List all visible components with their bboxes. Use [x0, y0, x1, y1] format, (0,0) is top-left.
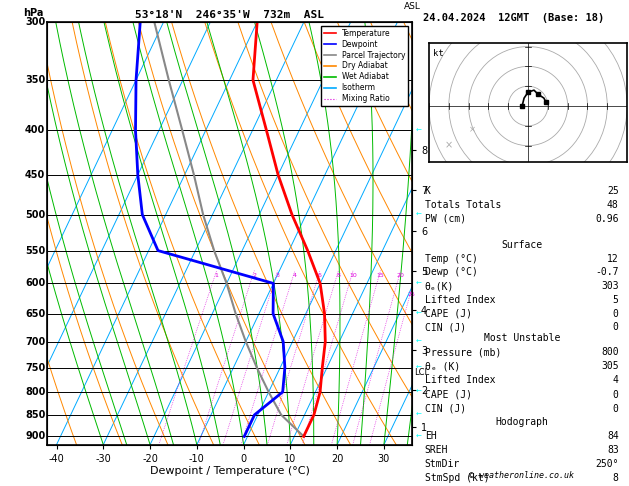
Text: EH: EH — [425, 431, 437, 441]
Text: 400: 400 — [25, 125, 45, 136]
Text: 850: 850 — [25, 410, 45, 420]
Text: 25: 25 — [408, 292, 415, 297]
Text: ←: ← — [415, 211, 421, 218]
Text: 600: 600 — [25, 278, 45, 288]
Text: SREH: SREH — [425, 445, 448, 455]
Text: 350: 350 — [25, 75, 45, 85]
Text: θₑ(K): θₑ(K) — [425, 281, 454, 291]
Text: ×: × — [445, 140, 453, 151]
Text: θₑ (K): θₑ (K) — [425, 362, 460, 371]
Text: 20: 20 — [397, 273, 404, 278]
Text: 4: 4 — [613, 376, 619, 385]
Text: ←: ← — [415, 412, 421, 418]
Text: 48: 48 — [607, 200, 619, 210]
Text: 12: 12 — [607, 254, 619, 263]
Text: 24.04.2024  12GMT  (Base: 18): 24.04.2024 12GMT (Base: 18) — [423, 13, 604, 23]
Text: 3: 3 — [276, 273, 280, 278]
Text: 6: 6 — [318, 273, 322, 278]
Text: K: K — [425, 186, 431, 196]
Text: -0.7: -0.7 — [595, 267, 619, 278]
Text: 8: 8 — [337, 273, 340, 278]
Text: CIN (J): CIN (J) — [425, 322, 466, 332]
Text: 84: 84 — [607, 431, 619, 441]
Text: Lifted Index: Lifted Index — [425, 295, 495, 305]
Text: 25: 25 — [607, 186, 619, 196]
Text: CAPE (J): CAPE (J) — [425, 390, 472, 399]
Text: 0: 0 — [613, 322, 619, 332]
Text: 0: 0 — [613, 390, 619, 399]
Text: 303: 303 — [601, 281, 619, 291]
Text: PW (cm): PW (cm) — [425, 214, 466, 224]
Text: CIN (J): CIN (J) — [425, 403, 466, 414]
Text: 5: 5 — [613, 295, 619, 305]
Text: LCL: LCL — [414, 368, 429, 377]
Text: ←: ← — [415, 311, 421, 316]
Text: 500: 500 — [25, 209, 45, 220]
Text: 550: 550 — [25, 245, 45, 256]
Title: 53°18'N  246°35'W  732m  ASL: 53°18'N 246°35'W 732m ASL — [135, 10, 324, 20]
Text: kt: kt — [433, 49, 443, 57]
Text: 450: 450 — [25, 170, 45, 180]
Text: 15: 15 — [377, 273, 384, 278]
Text: ←: ← — [415, 127, 421, 134]
Text: ←: ← — [415, 364, 421, 371]
Text: ×: × — [469, 125, 476, 134]
Text: Pressure (mb): Pressure (mb) — [425, 347, 501, 357]
Text: 250°: 250° — [595, 459, 619, 469]
Text: 8: 8 — [613, 473, 619, 483]
Text: hPa: hPa — [23, 8, 44, 17]
Text: 305: 305 — [601, 362, 619, 371]
Text: 0: 0 — [613, 309, 619, 318]
Text: Hodograph: Hodograph — [495, 417, 548, 427]
Text: 1: 1 — [214, 273, 218, 278]
Legend: Temperature, Dewpoint, Parcel Trajectory, Dry Adiabat, Wet Adiabat, Isotherm, Mi: Temperature, Dewpoint, Parcel Trajectory… — [321, 26, 408, 106]
Text: ←: ← — [415, 280, 421, 286]
Text: 0: 0 — [613, 403, 619, 414]
Text: ←: ← — [415, 389, 421, 395]
Text: Most Unstable: Most Unstable — [484, 333, 560, 344]
Text: ←: ← — [415, 434, 421, 439]
Text: 900: 900 — [25, 432, 45, 441]
X-axis label: Dewpoint / Temperature (°C): Dewpoint / Temperature (°C) — [150, 467, 309, 476]
Text: 2: 2 — [252, 273, 257, 278]
Text: 0.96: 0.96 — [595, 214, 619, 224]
Text: StmDir: StmDir — [425, 459, 460, 469]
Text: 300: 300 — [25, 17, 45, 27]
Text: 83: 83 — [607, 445, 619, 455]
Text: Dewp (°C): Dewp (°C) — [425, 267, 477, 278]
Text: © weatheronline.co.uk: © weatheronline.co.uk — [469, 471, 574, 480]
Text: 800: 800 — [25, 387, 45, 397]
Text: 800: 800 — [601, 347, 619, 357]
Text: 4: 4 — [293, 273, 297, 278]
Text: km
ASL: km ASL — [404, 0, 420, 11]
Text: Totals Totals: Totals Totals — [425, 200, 501, 210]
Text: Lifted Index: Lifted Index — [425, 376, 495, 385]
Text: 10: 10 — [349, 273, 357, 278]
Text: Temp (°C): Temp (°C) — [425, 254, 477, 263]
Text: Surface: Surface — [501, 240, 542, 250]
Text: 700: 700 — [25, 337, 45, 347]
Text: StmSpd (kt): StmSpd (kt) — [425, 473, 489, 483]
Text: 650: 650 — [25, 309, 45, 319]
Text: 750: 750 — [25, 363, 45, 373]
Text: ←: ← — [415, 339, 421, 345]
Text: CAPE (J): CAPE (J) — [425, 309, 472, 318]
